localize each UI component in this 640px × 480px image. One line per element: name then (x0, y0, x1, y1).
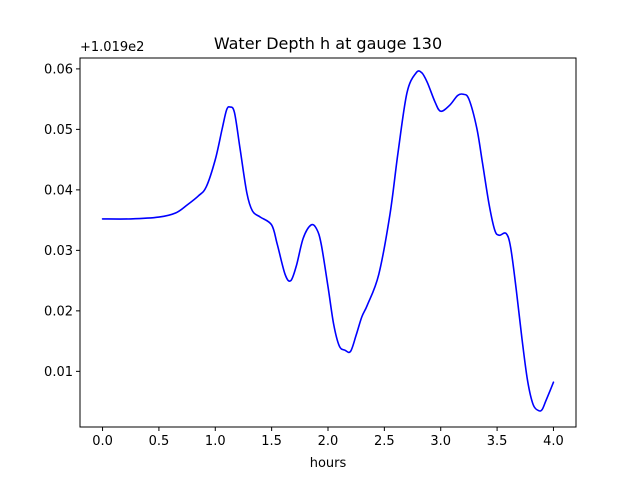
x-tick-label: 1.5 (261, 434, 282, 449)
plot-area (80, 58, 576, 427)
x-tick-label: 4.0 (543, 434, 564, 449)
x-axis: 0.0 0.5 1.0 1.5 2.0 2.5 3.0 3.5 4.0 (92, 427, 564, 449)
x-tick-label: 3.0 (430, 434, 451, 449)
plot-frame (79, 57, 577, 428)
x-tick-label: 0.0 (92, 434, 113, 449)
x-tick-label: 3.5 (487, 434, 508, 449)
y-tick-label: 0.02 (44, 304, 73, 319)
x-tick-label: 0.5 (149, 434, 170, 449)
y-tick-label: 0.06 (44, 62, 73, 77)
x-tick-label: 1.0 (205, 434, 226, 449)
y-tick-label: 0.03 (44, 244, 73, 259)
x-tick-label: 2.0 (318, 434, 339, 449)
x-axis-label: hours (310, 456, 347, 471)
x-tick-label: 2.5 (374, 434, 395, 449)
y-axis: 0.01 0.02 0.03 0.04 0.05 0.06 (44, 62, 80, 380)
y-tick-label: 0.01 (44, 365, 73, 380)
water-depth-line (101, 70, 555, 412)
y-offset-label: +1.019e2 (80, 40, 144, 55)
chart-title: Water Depth h at gauge 130 (214, 34, 442, 53)
y-tick-label: 0.05 (44, 123, 73, 138)
y-tick-label: 0.04 (44, 183, 73, 198)
